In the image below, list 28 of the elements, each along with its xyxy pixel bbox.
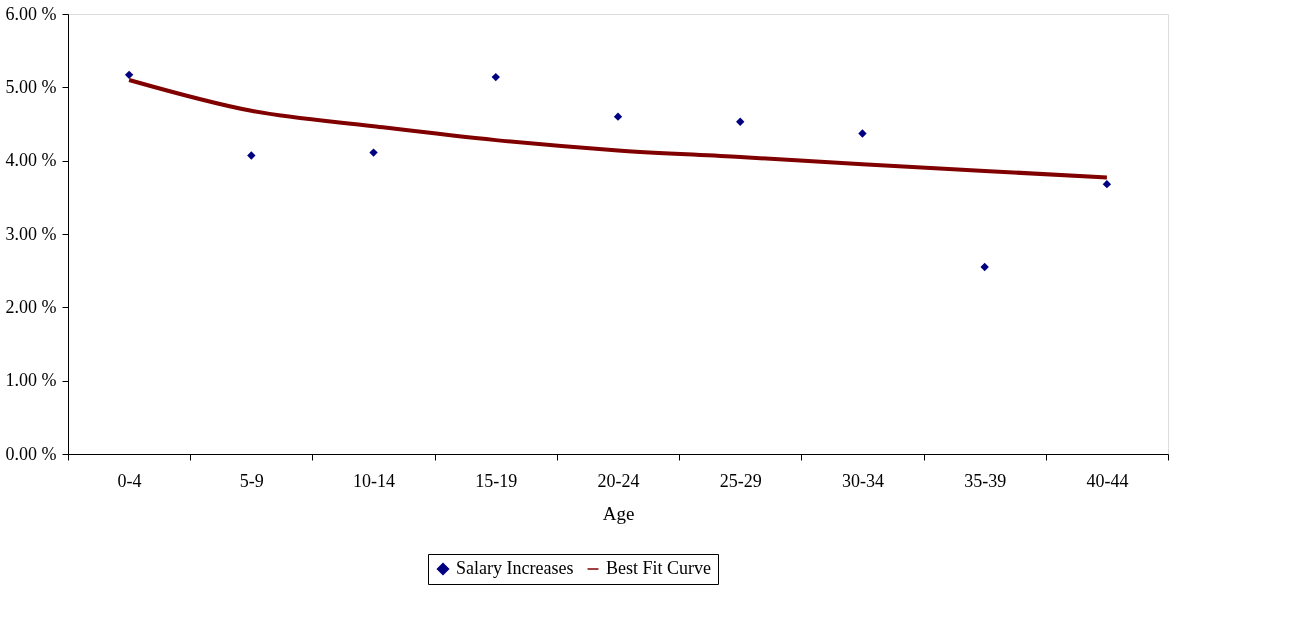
- y-tick-label: 5.00 %: [5, 76, 57, 97]
- point: [1102, 179, 1112, 189]
- x-tick-label: 5-9: [239, 470, 264, 491]
- point: [858, 129, 867, 138]
- x-tick-label: 15-19: [475, 470, 518, 491]
- x-tick-label: 0-4: [117, 470, 142, 491]
- legend-label: Best Fit Curve: [606, 558, 712, 578]
- point: [247, 151, 256, 160]
- y-tick-label: 1.00 %: [5, 370, 57, 391]
- x-tick-label: 30-34: [841, 470, 884, 491]
- y-tick-label: 4.00 %: [5, 150, 57, 171]
- x-tick-label: 40-44: [1086, 470, 1129, 491]
- point: [369, 148, 378, 157]
- x-tick-label: 10-14: [353, 470, 396, 491]
- point: [124, 70, 134, 80]
- point: [980, 262, 989, 272]
- x-tick-label: 25-29: [719, 470, 762, 491]
- y-tick-label: 3.00 %: [5, 223, 57, 244]
- point: [736, 117, 745, 126]
- x-axis-title: Age: [602, 502, 635, 524]
- legend-label: Salary Increases: [456, 558, 574, 578]
- y-tick-label: 6.00 %: [5, 3, 57, 24]
- x-tick-label: 20-24: [597, 470, 640, 491]
- point: [613, 112, 623, 121]
- point: [491, 72, 500, 82]
- y-tick-label: 0.00 %: [5, 443, 57, 464]
- x-tick-label: 35-39: [964, 470, 1007, 491]
- y-tick-label: 2.00 %: [5, 296, 57, 317]
